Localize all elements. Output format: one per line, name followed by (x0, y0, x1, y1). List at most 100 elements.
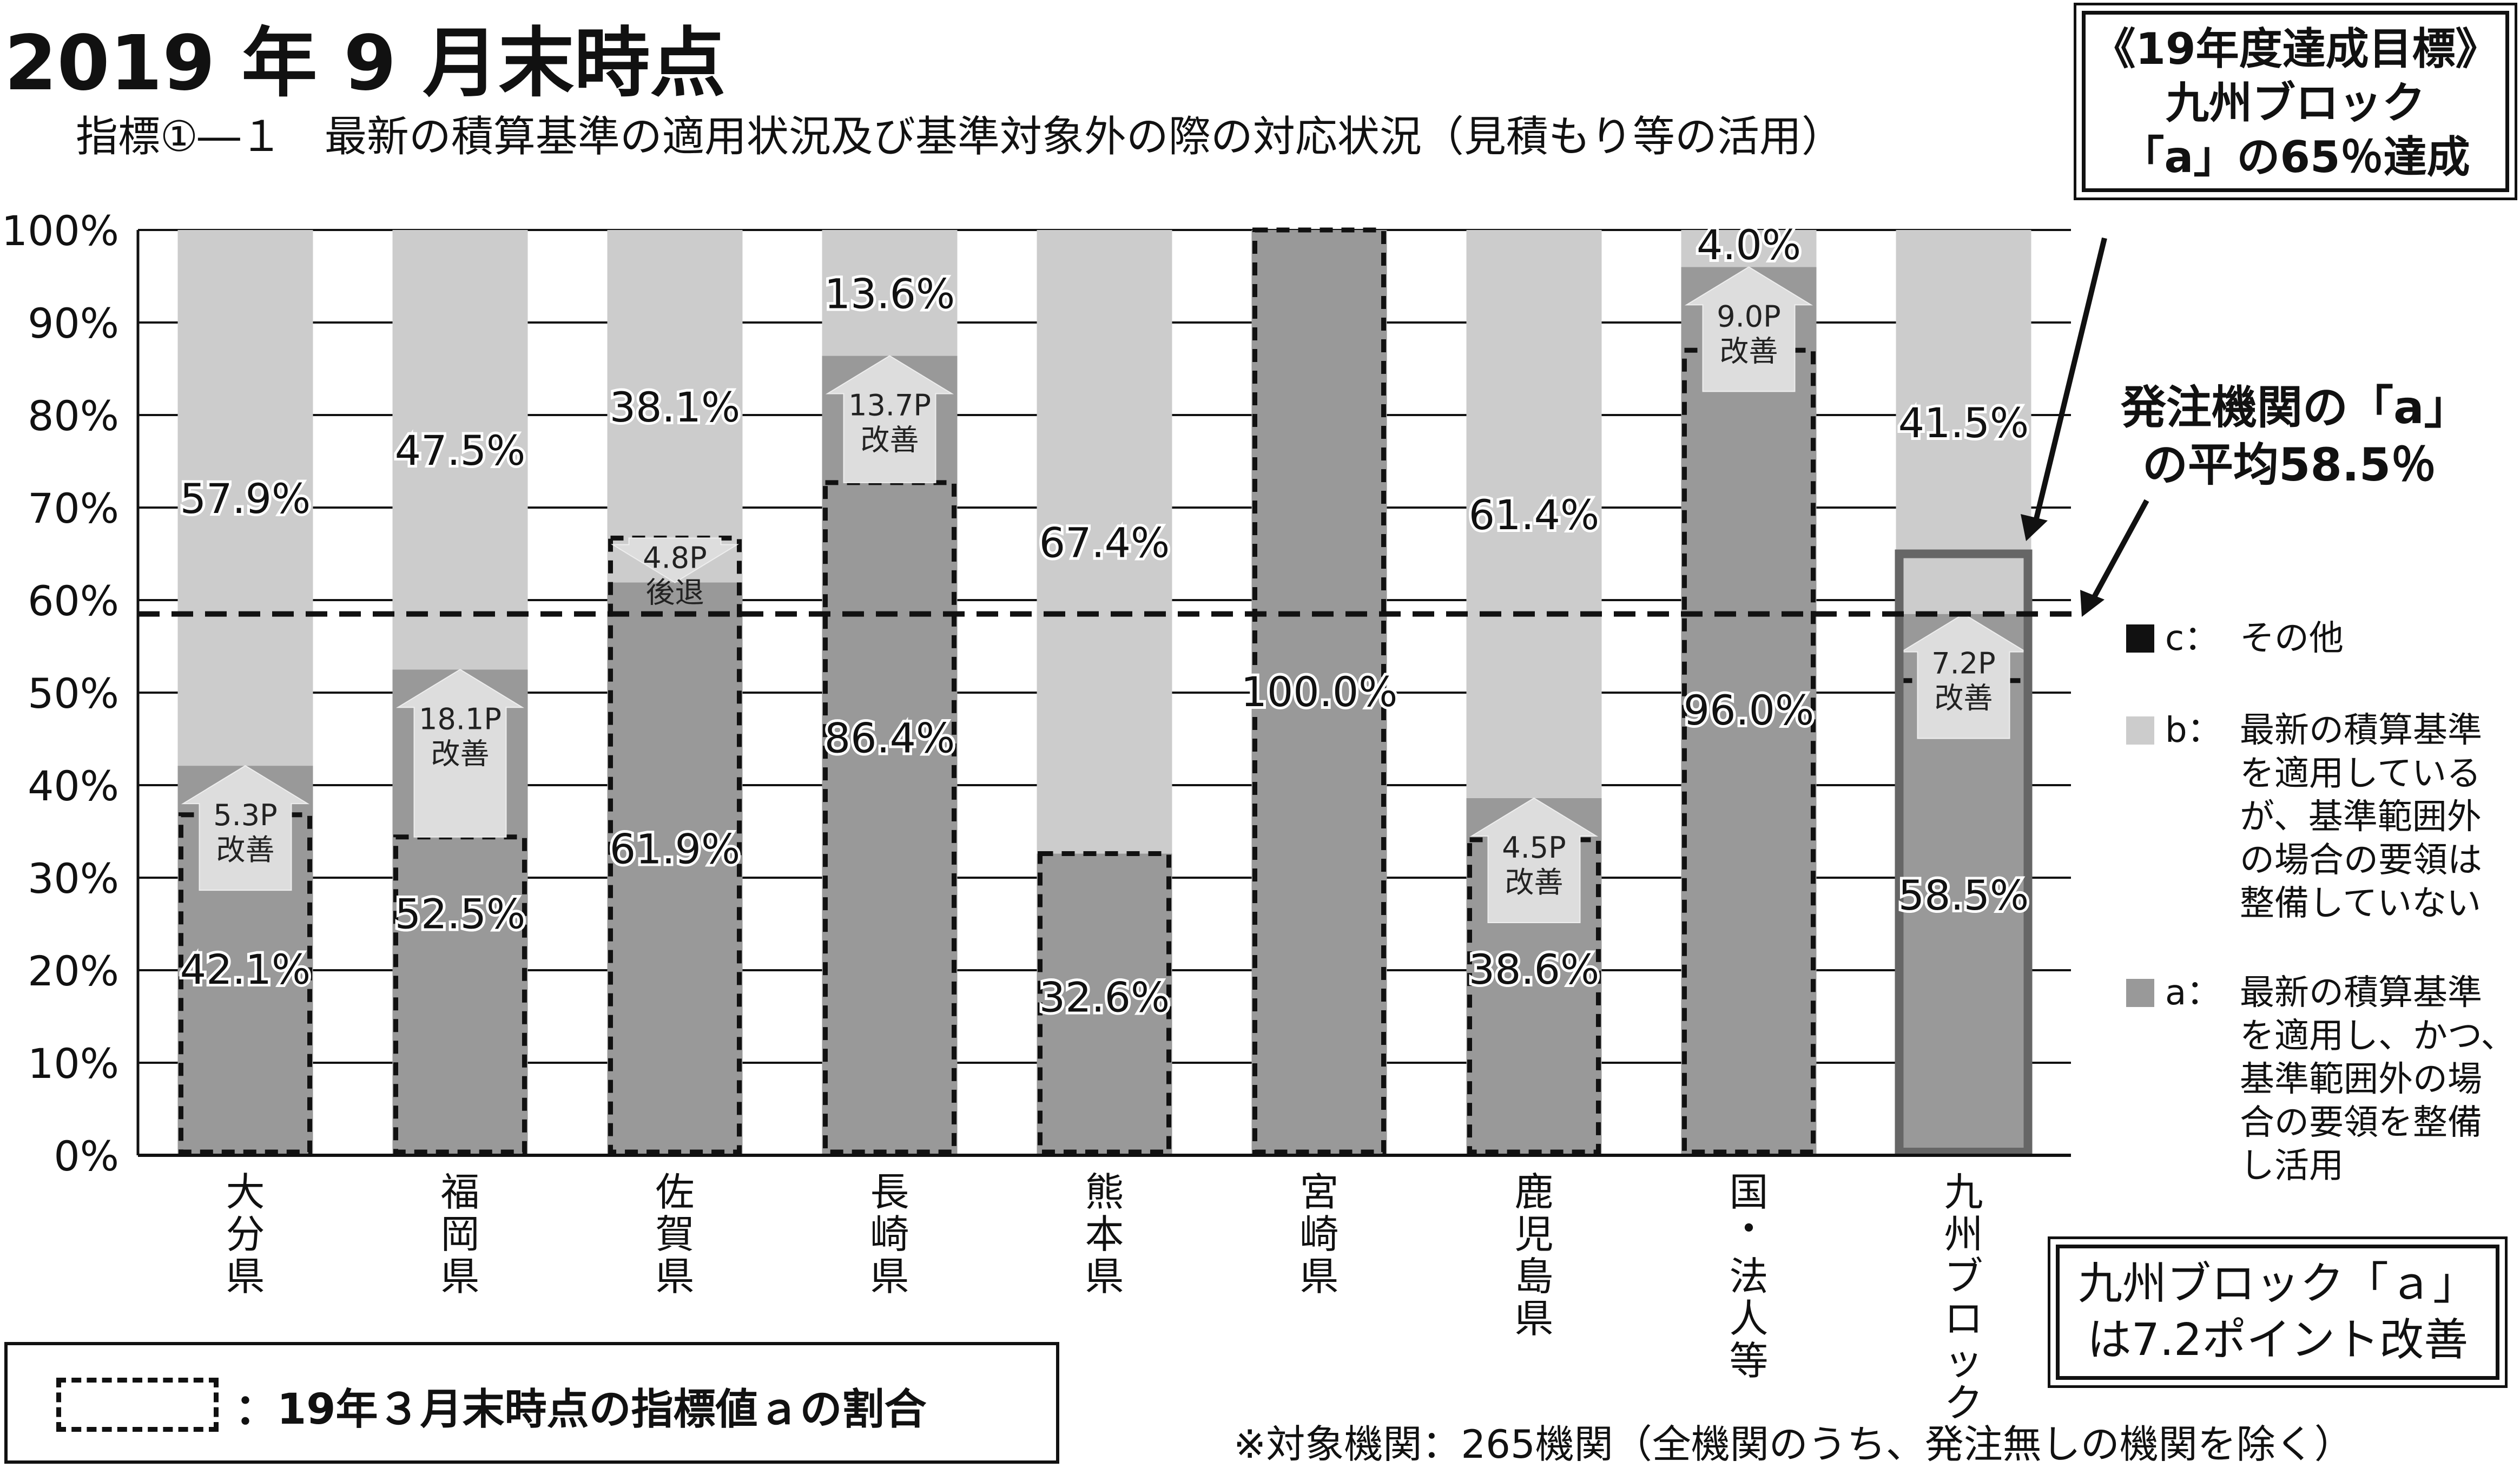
average-note-line2: の平均58.5％ (2142, 438, 2437, 491)
improvement-box-line1: 九州ブロック「ａ」 (2077, 1258, 2477, 1310)
change-word-label: 改善 (1720, 334, 1778, 368)
x-category-char: 本 (1085, 1212, 1124, 1257)
change-value-label: 18.1P (419, 702, 502, 736)
bar-segment-b (1466, 230, 1602, 798)
legend-key-a: a： (2165, 973, 2221, 1013)
value-label-b: 67.4% (1039, 518, 1170, 567)
overlay-layer (138, 227, 2149, 1156)
target-box-line1: 《19年度達成目標》 (2092, 24, 2499, 74)
change-word-label: 改善 (1505, 865, 1564, 899)
x-category-char: 島 (1514, 1254, 1553, 1299)
change-arrow (395, 669, 525, 838)
value-label-a: 86.4% (824, 714, 955, 762)
chart-subtitle: 指標①―１ 最新の積算基準の適用状況及び基準対象外の際の対応状況（見積もり等の活… (76, 113, 1844, 161)
change-word-label: 改善 (1935, 681, 1993, 715)
bar-segment-a (1037, 853, 1172, 1155)
previous-a-outline (1038, 851, 1171, 1155)
x-category-char: 福 (440, 1169, 479, 1215)
y-tick-label: 70% (28, 484, 119, 532)
legend-text-c: その他 (2240, 618, 2344, 659)
y-tick-label: 60% (28, 577, 119, 625)
change-arrow (1899, 613, 2028, 739)
value-label-b: 57.9% (180, 475, 311, 523)
legend-swatch-a (2126, 979, 2154, 1007)
x-category-char: 崎 (870, 1212, 909, 1257)
improvement-box: 九州ブロック「ａ」 は7.2ポイント改善 (2048, 1236, 2508, 1388)
x-category-char: ッ (1944, 1338, 1983, 1384)
bar-segment-b (1037, 230, 1172, 854)
x-category-char: 人 (1729, 1296, 1768, 1341)
legend-key-b: b： (2165, 710, 2222, 751)
change-arrow (1684, 266, 1813, 392)
bar-segment-a (607, 582, 743, 1155)
x-category-char: 長 (870, 1169, 909, 1215)
value-label-b: 38.1% (610, 383, 740, 431)
axis-layer: 0%10%20%30%40%50%60%70%80%90%100%大分県福岡県佐… (2, 207, 2071, 1426)
y-tick-label: 80% (28, 392, 119, 440)
x-category-char: 県 (1514, 1296, 1553, 1341)
x-category-char: 分 (226, 1212, 265, 1257)
target-pointer-line (2031, 237, 2107, 529)
x-category-char: ブ (1944, 1254, 1983, 1299)
average-note-line1: 発注機関の「a」 (2121, 381, 2470, 434)
previous-a-outline (1252, 227, 1386, 1155)
previous-a-outline (179, 812, 312, 1155)
value-label-a: 61.9% (610, 825, 740, 873)
y-tick-label: 40% (28, 762, 119, 810)
bar-segment-b (392, 230, 528, 670)
target-box-line3: 「a」の65％達成 (2121, 132, 2470, 182)
value-label-b: 61.4% (1469, 491, 1599, 539)
previous-a-outline (608, 535, 742, 1155)
x-category-char: 県 (1299, 1254, 1338, 1299)
previous-a-outline (1682, 347, 1816, 1155)
x-category-char: 県 (870, 1254, 909, 1299)
x-category-char: ク (1944, 1380, 1983, 1426)
x-category-char: 宮 (1299, 1169, 1338, 1215)
bar-segment-b (177, 230, 313, 766)
change-word-label: 改善 (861, 423, 919, 457)
x-category-char: 県 (655, 1254, 694, 1299)
legend-swatch-c (2126, 624, 2154, 653)
bar-segment-a (1251, 230, 1387, 1155)
x-category-char: 県 (1085, 1254, 1124, 1299)
x-category-char: 等 (1729, 1338, 1768, 1384)
value-label-a: 38.6% (1469, 945, 1599, 993)
dashed-swatch (56, 1378, 219, 1432)
change-value-label: 4.5P (1502, 831, 1566, 865)
change-word-label: 改善 (431, 736, 490, 771)
value-label-b: 13.6% (824, 269, 955, 318)
x-category-char: 国 (1729, 1169, 1768, 1215)
value-label-a: 100.0% (1241, 668, 1398, 716)
change-value-label: 9.0P (1717, 299, 1780, 333)
legend-text-b: 最新の積算基準を適用しているが、基準範囲外の場合の要領は整備していない (2240, 710, 2482, 924)
x-category-char: 法 (1729, 1254, 1768, 1299)
x-category-char: ・ (1729, 1206, 1768, 1252)
x-category-char: 児 (1514, 1212, 1553, 1257)
y-tick-label: 50% (28, 669, 119, 718)
x-category-char: 崎 (1299, 1212, 1338, 1257)
y-tick-label: 90% (28, 299, 119, 347)
x-category-char: 県 (226, 1254, 265, 1299)
change-arrow (1469, 797, 1599, 923)
change-value-label: 7.2P (1931, 647, 1995, 681)
x-category-char: 熊 (1085, 1169, 1124, 1215)
change-arrow (610, 537, 740, 583)
change-word-label: 後退 (646, 575, 704, 609)
labels-layer: 5.3P改善42.1%57.9%18.1P改善52.5%47.5%4.8P後退6… (177, 218, 2031, 1024)
y-tick-label: 10% (28, 1039, 119, 1088)
value-label-a: 58.5% (1898, 871, 2029, 919)
average-pointer-line (2091, 499, 2149, 600)
target-box-line2: 九州ブロック (2166, 78, 2425, 128)
legend-key-c: c： (2165, 618, 2219, 659)
value-label-b: 41.5% (1898, 399, 2029, 447)
target-pointer-head (2021, 514, 2048, 541)
change-value-label: 5.3P (213, 798, 277, 832)
y-tick-label: 30% (28, 854, 119, 903)
value-label-b: 4.0% (1697, 221, 1801, 269)
x-category-char: ロ (1944, 1296, 1983, 1341)
x-category-char: 大 (226, 1169, 265, 1215)
change-value-label: 13.7P (848, 389, 931, 423)
footnote: ※対象機関：265機関（全機関のうち、発注無しの機関を除く） (1233, 1422, 2353, 1467)
x-category-char: 州 (1944, 1212, 1983, 1257)
change-word-label: 改善 (216, 833, 275, 867)
